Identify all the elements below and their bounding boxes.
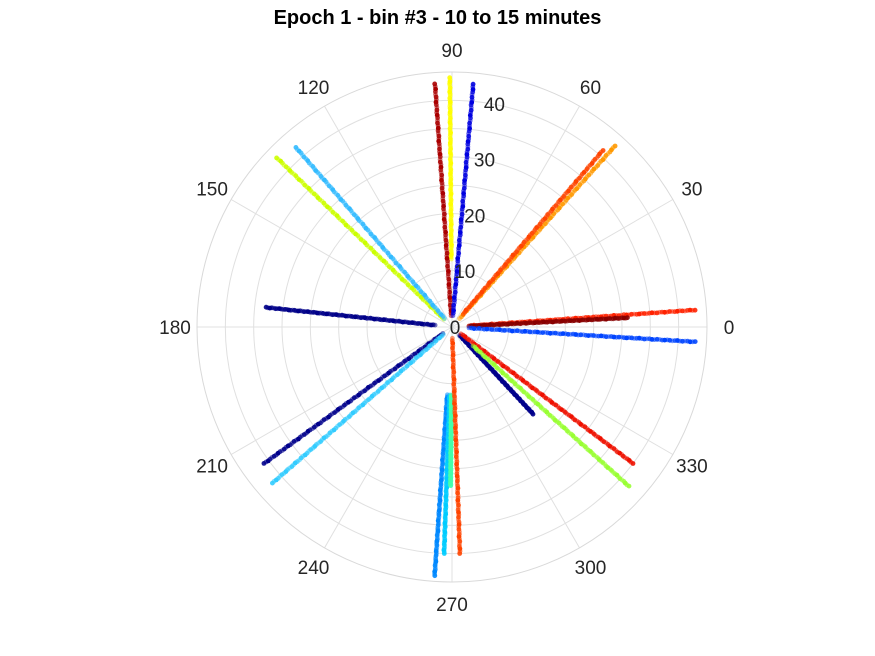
data-point — [441, 551, 447, 556]
angular-gridline — [451, 326, 674, 455]
radial-tick-label: 10 — [454, 262, 475, 283]
data-point — [270, 480, 275, 486]
data-points — [261, 75, 698, 579]
radial-tick-label: 20 — [464, 206, 485, 227]
data-point — [293, 145, 299, 150]
angular-tick-label: 210 — [196, 457, 228, 478]
angular-gridline — [451, 105, 580, 328]
angular-gridline — [230, 199, 453, 328]
data-point — [274, 155, 279, 161]
angular-gridline — [230, 326, 453, 455]
axis-labels: 0 30 60 90 120 150 180 210 240 270 300 330 0 10 20 30 40 — [159, 41, 734, 616]
data-point — [447, 75, 453, 81]
angular-tick-label: 60 — [580, 78, 601, 99]
outer-ring — [196, 71, 708, 583]
angular-tick-label: 330 — [676, 457, 708, 478]
data-point — [530, 411, 536, 417]
angular-tick-label: 240 — [298, 558, 330, 579]
chart-title: Epoch 1 - bin #3 - 10 to 15 minutes — [273, 7, 602, 29]
data-point — [612, 143, 618, 149]
data-point — [692, 307, 698, 313]
radial-tick-label: 30 — [474, 151, 495, 172]
angular-gridline — [451, 326, 580, 549]
data-point — [625, 315, 630, 321]
data-point — [432, 81, 438, 87]
data-point — [626, 483, 632, 489]
angular-tick-label: 180 — [159, 318, 191, 339]
angular-tick-label: 150 — [196, 180, 228, 201]
angular-tick-label: 90 — [441, 41, 462, 62]
data-point — [630, 461, 636, 466]
radial-tick-label: 0 — [450, 318, 461, 339]
angular-gridline — [324, 326, 453, 549]
data-point — [470, 81, 476, 87]
angular-tick-label: 300 — [575, 558, 607, 579]
angular-tick-label: 270 — [436, 595, 468, 616]
angular-tick-label: 30 — [681, 180, 702, 201]
data-point — [432, 573, 438, 579]
data-point — [600, 148, 606, 153]
data-point — [261, 461, 267, 466]
data-point — [457, 551, 463, 556]
angular-tick-label: 0 — [724, 318, 735, 339]
angular-gridline — [324, 105, 453, 328]
data-point — [692, 339, 698, 344]
data-point — [263, 304, 269, 310]
angular-gridline — [451, 199, 674, 328]
radial-tick-label: 40 — [484, 95, 505, 116]
angular-tick-label: 120 — [298, 78, 330, 99]
data-point — [448, 483, 454, 489]
